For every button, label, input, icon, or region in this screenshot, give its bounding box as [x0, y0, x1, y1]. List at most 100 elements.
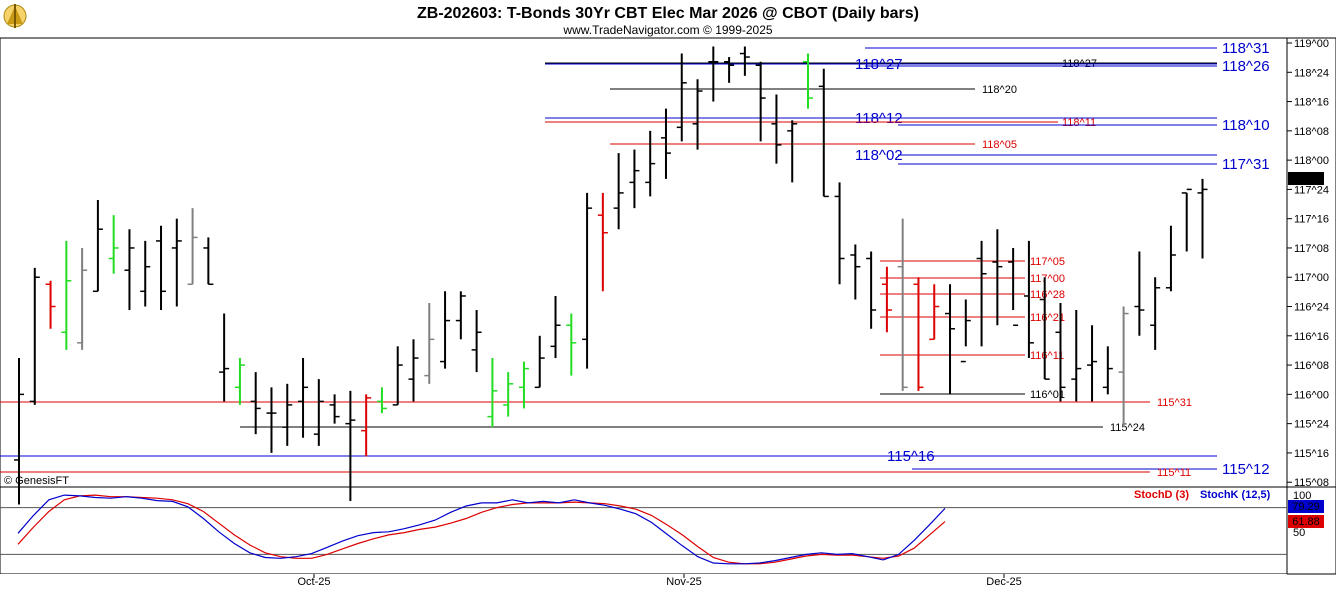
level-label: 116^01: [1030, 389, 1065, 401]
y-tick-label: 116^08: [1294, 360, 1329, 372]
ohlc-bar: [929, 284, 940, 341]
ohlc-bar: [660, 108, 671, 179]
stoch-d-last: 61.88: [1292, 516, 1320, 528]
ohlc-bar: [913, 277, 924, 391]
ohlc-bar: [1102, 346, 1113, 395]
ohlc-bar: [692, 79, 703, 150]
ohlc-bar: [645, 130, 656, 197]
ohlc-bar: [313, 379, 324, 446]
ohlc-bar: [424, 303, 435, 384]
level-label: 118^05: [982, 139, 1017, 151]
ohlc-bar: [1055, 303, 1066, 402]
ohlc-bar: [534, 335, 545, 389]
ohlc-bar: [171, 218, 182, 307]
stoch-d-line: [17, 494, 946, 565]
stoch-d-label: StochD (3): [1134, 489, 1189, 501]
ohlc-bar: [582, 192, 593, 369]
ohlc-bar: [1087, 325, 1098, 402]
y-tick-label: 116^24: [1294, 302, 1329, 314]
ohlc-bar: [834, 182, 845, 285]
y-tick-label: 116^00: [1294, 389, 1329, 401]
price-plot-area: [0, 37, 1288, 488]
ohlc-bar: [597, 192, 608, 292]
ohlc-bar: [1023, 240, 1034, 359]
ohlc-bar: [61, 240, 72, 350]
ohlc-bar: [408, 339, 419, 402]
level-label: 118^31: [1222, 40, 1270, 57]
level-label: 115^31: [1157, 397, 1192, 409]
ohlc-bar: [1165, 225, 1176, 292]
stoch-k-line: [17, 494, 946, 565]
ohlc-bar: [14, 358, 24, 505]
ohlc-bar: [976, 240, 987, 347]
y-tick-label: 117^08: [1294, 243, 1329, 255]
x-tick-nov: Nov-25: [666, 576, 701, 588]
y-tick-label: 115^16: [1294, 448, 1329, 460]
x-tick-oct: Oct-25: [297, 576, 330, 588]
ohlc-bar: [550, 295, 561, 359]
ohlc-bar: [992, 229, 1003, 326]
ohlc-bar: [219, 313, 230, 402]
level-label: 116^21: [1030, 312, 1065, 324]
y-tick-label: 115^08: [1294, 477, 1329, 489]
level-label: 117^00: [1030, 273, 1065, 285]
price-axis-labels: 119^00118^24118^16118^08118^00117^24117^…: [1287, 38, 1329, 489]
ohlc-bar: [361, 394, 372, 457]
ohlc-bar: [518, 361, 529, 409]
ohlc-bar: [392, 346, 403, 406]
ohlc-bar: [487, 358, 498, 428]
ohlc-bar: [566, 313, 577, 376]
ohlc-bar: [1181, 188, 1192, 252]
logo: [3, 4, 27, 28]
level-label: 118^10: [1222, 117, 1270, 134]
ind-tick-100: 100: [1293, 490, 1311, 502]
ohlc-bar: [881, 266, 892, 333]
level-label: 115^11: [1157, 467, 1191, 479]
chart-title: ZB-202603: T-Bonds 30Yr CBT Elec Mar 202…: [417, 5, 919, 22]
y-tick-label: 117^24: [1294, 184, 1329, 196]
ohlc-bar: [1150, 277, 1161, 350]
level-label: 116^11: [1030, 350, 1064, 362]
ohlc-bar: [92, 199, 103, 293]
ohlc-bar: [1118, 306, 1129, 428]
ind-axis-labels: 100 50 79.29 61.88: [1288, 490, 1324, 539]
level-label: 118^11: [1062, 117, 1096, 129]
ohlc-bar: [345, 390, 356, 501]
price-axis: [1286, 37, 1336, 488]
ohlc-bar: [724, 57, 735, 83]
ohlc-bar: [124, 229, 135, 311]
y-tick-label: 116^16: [1294, 331, 1329, 343]
ohlc-bar: [156, 225, 167, 311]
last-price-marker: 117^27: [1288, 172, 1324, 185]
ohlc-bar: [266, 387, 277, 453]
ohlc-bar: [1071, 310, 1082, 402]
level-label: 118^12: [855, 110, 903, 127]
stoch-k-label: StochK (12,5): [1200, 489, 1271, 501]
y-tick-label: 117^00: [1294, 272, 1329, 284]
ohlc-bar: [945, 284, 956, 395]
level-label: 116^28: [1030, 289, 1065, 301]
level-label: 115^16: [887, 448, 935, 465]
ind-tick-50: 50: [1293, 527, 1305, 539]
chart-subtitle: www.TradeNavigator.com © 1999-2025: [562, 23, 772, 37]
ohlc-bar: [471, 310, 482, 373]
ohlc-bar: [676, 53, 687, 142]
ohlc-bar: [108, 215, 119, 274]
y-tick-label: 118^16: [1294, 97, 1329, 109]
ohlc-bar: [1039, 277, 1050, 380]
level-label: 117^31: [1222, 156, 1270, 173]
ohlc-bar: [29, 267, 40, 405]
ohlc-bar: [503, 372, 514, 417]
ohlc-bar: [897, 218, 908, 391]
ohlc-bar: [376, 387, 387, 414]
price-bars: [14, 46, 1208, 505]
y-tick-label: 119^00: [1294, 38, 1329, 50]
ohlc-bar: [140, 240, 151, 307]
ohlc-bar: [708, 46, 719, 102]
ohlc-bar: [1134, 251, 1145, 336]
level-label: 118^26: [1222, 58, 1270, 75]
ohlc-bar: [866, 251, 877, 329]
level-label: 118^02: [855, 147, 903, 164]
last-price-label: 117^27: [1289, 173, 1324, 185]
